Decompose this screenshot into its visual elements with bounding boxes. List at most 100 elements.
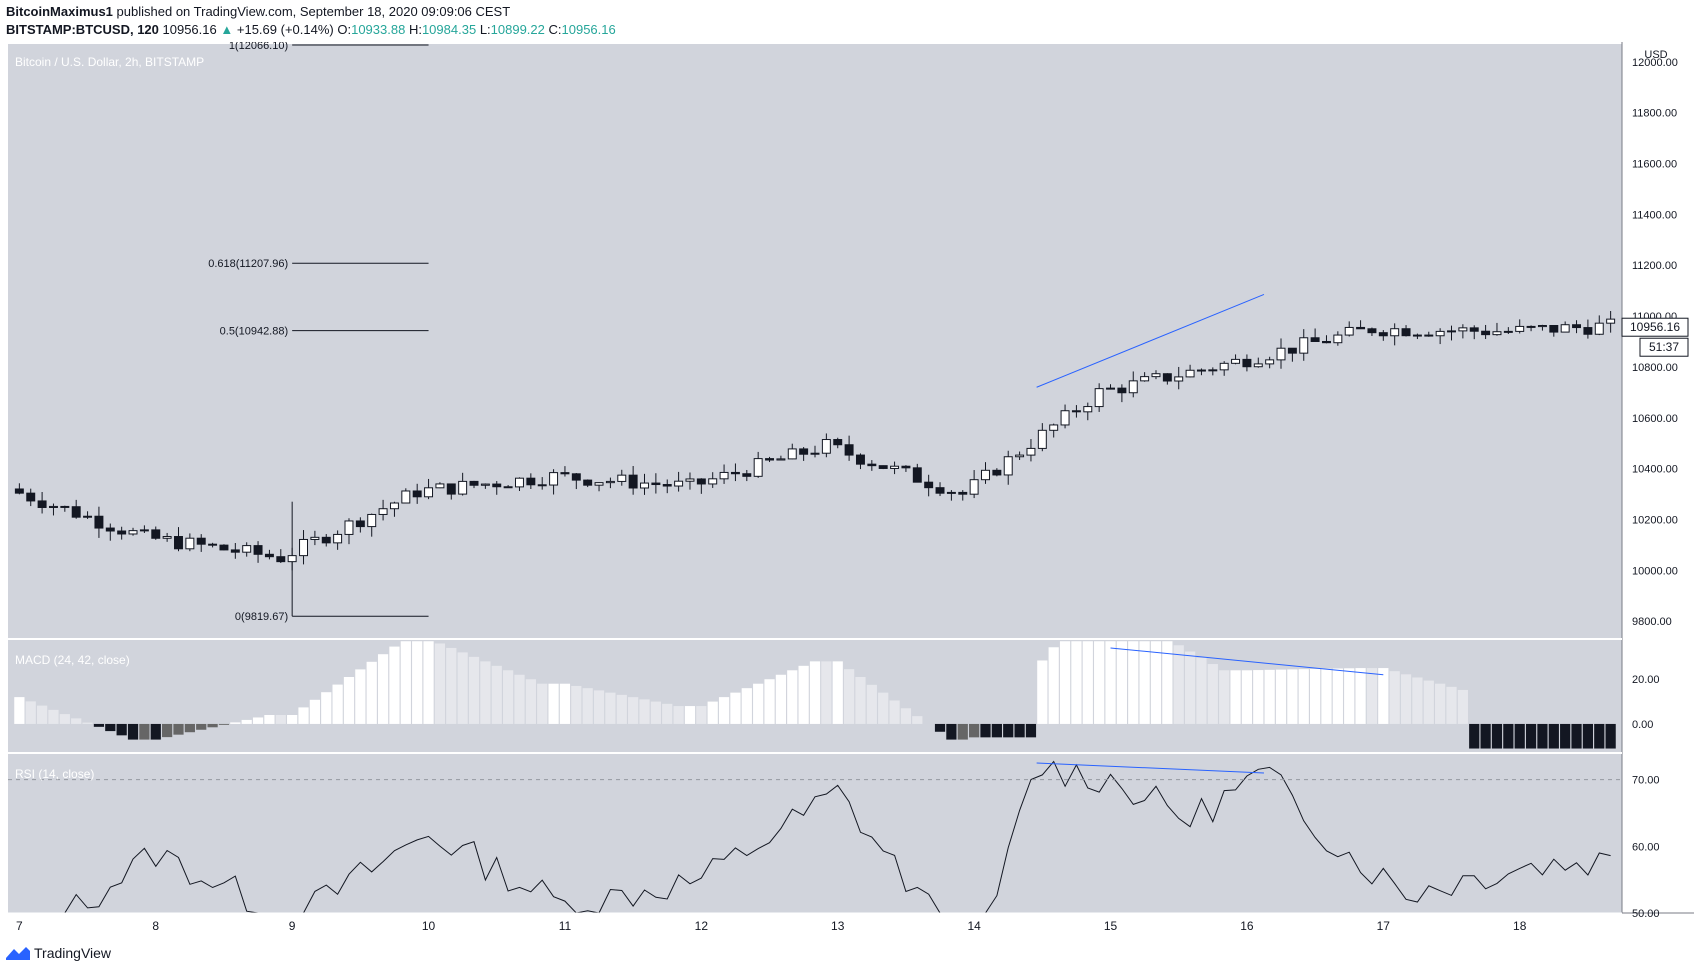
candle-body <box>1242 358 1252 368</box>
macd-bar <box>684 706 696 724</box>
candle-body <box>1003 456 1013 476</box>
candle-body <box>26 492 36 502</box>
rsi-tick-label: 70.00 <box>1632 775 1660 787</box>
macd-bar <box>1525 723 1537 749</box>
macd-bar <box>502 670 514 724</box>
macd-bar <box>753 683 764 724</box>
open-value: 10933.88 <box>351 22 406 37</box>
price-tick-label: 10600.00 <box>1632 413 1678 425</box>
candle-body <box>1333 334 1343 344</box>
price-tick-label: 10000.00 <box>1632 565 1678 577</box>
macd-bar <box>855 677 866 724</box>
candle-body <box>549 472 559 486</box>
time-axis-ticks: 7 8 9 10 11 12 13 14 15 16 17 18 <box>16 919 1527 933</box>
candle-body <box>640 482 649 489</box>
macd-bar <box>446 647 457 724</box>
candle-body <box>708 478 718 485</box>
candle-body <box>1481 330 1491 336</box>
time-tick-label: 12 <box>695 919 709 933</box>
macd-bar <box>878 692 889 724</box>
o-label: O: <box>337 22 352 37</box>
macd-bar <box>1230 670 1241 724</box>
time-tick-label: 8 <box>152 919 159 933</box>
fib-level-label: 0.5(10942.88) <box>220 326 289 338</box>
rsi-pane-title: RSI (14, close) <box>15 767 94 781</box>
candle-body <box>662 484 672 487</box>
macd-histogram <box>14 641 1616 749</box>
candle-body <box>810 452 820 455</box>
candle-body <box>1276 347 1286 361</box>
macd-trendline[interactable] <box>1110 647 1384 676</box>
macd-bar <box>1116 641 1128 724</box>
candle-body <box>1356 326 1366 330</box>
author-name[interactable]: BitcoinMaximus1 <box>6 4 113 19</box>
candle-body <box>617 474 627 482</box>
macd-bar <box>1594 723 1605 749</box>
trading-chart[interactable]: 1(12066.10) 0.618(11207.96) 0.5(10942.88) 0… <box>0 42 1694 942</box>
macd-bar <box>218 723 230 725</box>
macd-bar <box>491 665 502 724</box>
candle-body <box>878 465 888 469</box>
countdown-label: 51:37 <box>1649 340 1679 354</box>
macd-bar <box>400 641 411 724</box>
candle-body <box>1378 332 1388 337</box>
candle-body <box>1094 388 1104 408</box>
candle-body <box>185 537 195 550</box>
candle-body <box>1287 347 1297 354</box>
candle-body <box>1083 406 1093 413</box>
macd-bar <box>1264 669 1275 724</box>
macd-bar <box>298 707 309 724</box>
candle-body <box>1049 424 1059 431</box>
price-tick-label: 10800.00 <box>1632 362 1678 374</box>
macd-bar <box>616 694 627 724</box>
candle-body <box>367 513 377 528</box>
macd-bar <box>309 699 321 724</box>
candle-body <box>765 458 775 461</box>
macd-bar <box>184 723 195 733</box>
candle-body <box>946 491 956 494</box>
candle-body <box>515 477 524 488</box>
price-tick-label: 9800.00 <box>1632 616 1672 628</box>
candle-body <box>1037 429 1047 449</box>
candle-body <box>174 536 183 550</box>
ohlc-line: BITSTAMP:BTCUSD, 120 10956.16 ▲ +15.69 (… <box>6 22 616 37</box>
macd-bar <box>355 669 366 724</box>
macd-bar <box>1037 660 1048 724</box>
candle-body <box>446 483 456 495</box>
macd-bar <box>1275 669 1287 724</box>
macd-bar <box>105 723 116 732</box>
macd-bar <box>1003 723 1014 738</box>
candle-body <box>83 515 93 518</box>
footer-brand[interactable]: TradingView <box>6 945 111 961</box>
candle-body <box>242 545 252 553</box>
candle-body <box>1560 324 1570 333</box>
macd-bar <box>48 709 59 724</box>
change-value: +15.69 (+0.14%) <box>236 22 334 37</box>
time-tick-label: 16 <box>1240 919 1254 933</box>
candle-body <box>855 454 865 465</box>
macd-bar <box>434 643 446 724</box>
macd-bar <box>173 723 184 735</box>
macd-bar <box>605 692 616 724</box>
rsi-trendline[interactable] <box>1036 762 1264 774</box>
macd-bar <box>1514 723 1525 749</box>
macd-bar <box>241 719 252 724</box>
candle-body <box>1458 327 1468 332</box>
price-tick-label: 11200.00 <box>1632 260 1677 272</box>
h-label: H: <box>408 22 422 37</box>
macd-bar <box>1446 686 1457 724</box>
macd-bar <box>116 723 127 736</box>
candle-body <box>480 483 490 486</box>
candle-body <box>94 515 104 529</box>
candle-body <box>139 529 149 532</box>
candle-body <box>651 482 661 486</box>
candle-body <box>1219 362 1229 371</box>
macd-bar <box>1082 641 1093 724</box>
candle-body <box>492 483 502 488</box>
candle-body <box>924 481 934 489</box>
candle-body <box>935 487 945 494</box>
macd-bar <box>787 670 798 724</box>
price-trendline[interactable] <box>1036 293 1265 388</box>
candle-body <box>128 530 138 535</box>
candle-body <box>833 439 843 446</box>
